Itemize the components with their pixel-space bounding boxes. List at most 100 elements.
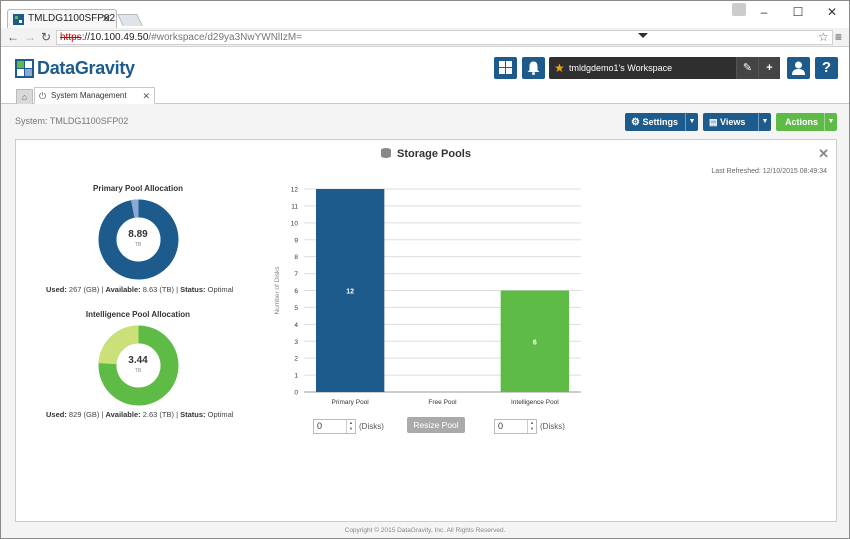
bar-primary-pool[interactable] [316,189,385,392]
user-profile-button[interactable] [787,57,810,79]
panel-title: Storage Pools [16,148,836,160]
resize-pool-button[interactable]: Resize Pool [407,417,465,433]
bookmark-star-icon[interactable]: ☆ [818,30,829,44]
primary-pool-donut [98,199,179,280]
browser-user-icon[interactable] [732,3,746,16]
home-tab[interactable]: ⌂ [16,89,33,104]
browser-tab[interactable]: TMLDG1100SFP02 - | ✕ [7,9,117,42]
storage-pools-panel: Storage Pools ✕ Last Refreshed: 12/10/20… [15,139,837,522]
primary-pool-value: 8.89 [128,229,148,240]
gear-icon: ⚙ [631,117,640,128]
browser-tabstrip: TMLDG1100SFP02 - | ✕ – ☐ ✕ [1,1,849,42]
edit-workspace-pencil-icon[interactable]: ✎ [736,57,758,79]
y-tick-label: 3 [294,339,298,346]
footer-copyright: Copyright © 2015 DataGravity, Inc. All R… [344,527,506,534]
forward-arrow-icon[interactable]: → [24,30,36,44]
settings-label: Settings [642,117,678,127]
y-tick-label: 6 [294,288,298,295]
available-label: Available: [105,410,141,419]
url-scheme: https [60,32,82,43]
chart-icon: ▤ [709,117,718,127]
intelligence-used-slice [98,325,179,406]
y-tick-label: 10 [291,220,299,227]
minimize-button[interactable]: – [760,5,768,19]
dashboard-grid-button[interactable] [494,57,517,79]
new-tab-button[interactable] [117,14,143,26]
y-axis-label: Number of Disks [274,266,281,315]
intelligence-disks-spinner[interactable]: 0 ▲ ▼ [494,419,537,434]
panel-title-text: Storage Pools [397,148,471,160]
spinner-arrows-icon[interactable]: ▲ ▼ [527,420,536,433]
intelligence-disks-unit: (Disks) [540,422,565,431]
close-panel-icon[interactable]: ✕ [818,146,829,161]
status-label: Status: [180,410,206,419]
datagravity-logo[interactable]: DataGravity [15,58,135,79]
workspace-caret [638,33,648,38]
add-workspace-plus-icon[interactable]: + [758,57,780,79]
x-tick-label: Intelligence Pool [511,399,559,406]
workspace-selector[interactable]: ★ tmldgdemo1's Workspace ✎ + [549,57,780,79]
x-tick-label: Free Pool [428,399,457,406]
notifications-button[interactable] [522,57,545,79]
primary-used-slice [98,199,179,280]
power-icon: ⏻ [39,91,47,101]
status-label: Status: [180,285,206,294]
bar-intelligence-pool[interactable] [500,290,569,393]
help-question-icon[interactable]: ? [815,57,838,79]
available-value: 8.63 (TB) | [140,285,181,294]
chevron-down-icon: ▼ [824,113,837,131]
primary-donut-hole [116,217,161,262]
y-tick-label: 0 [294,390,298,397]
window-controls: – ☐ ✕ [747,1,849,23]
views-label: Views [720,117,746,127]
primary-pool-title: Primary Pool Allocation [93,184,183,193]
back-arrow-icon[interactable]: ← [7,30,19,44]
reload-icon[interactable]: ↻ [41,30,52,44]
y-tick-label: 5 [294,305,298,312]
chevron-down-icon: ▼ [685,113,698,131]
y-tick-label: 2 [294,356,298,363]
primary-pool-stats: Used: 267 (GB) | Available: 8.63 (TB) | … [46,285,233,294]
address-bar[interactable]: https://10.100.49.50/#workspace/d29ya3Nw… [56,30,833,45]
close-tab-icon[interactable]: ✕ [101,13,111,25]
actions-button[interactable]: Actions ▼ [776,113,837,131]
y-tick-label: 7 [294,271,298,278]
browser-menu-icon[interactable]: ≡ [835,30,843,44]
x-tick-label: Primary Pool [332,399,370,406]
main-content: System: TMLDG1100SFP02 ⚙ Settings ▼ ▤ Vi… [1,104,849,538]
available-label: Available: [105,285,141,294]
y-tick-label: 11 [291,203,298,210]
available-value: 2.63 (TB) | [140,410,181,419]
spinner-arrows-icon[interactable]: ▲ ▼ [346,420,355,433]
intelligence-pool-title: Intelligence Pool Allocation [85,310,191,319]
y-tick-label: 12 [291,187,299,194]
maximize-button[interactable]: ☐ [792,5,804,19]
intelligence-pool-donut [98,325,179,406]
intelligence-pool-stats: Used: 829 (GB) | Available: 2.63 (TB) | … [46,410,233,419]
last-refreshed: Last Refreshed: 12/10/2015 08:49:34 [711,168,827,175]
settings-button[interactable]: ⚙ Settings ▼ [625,113,698,131]
close-tab-icon[interactable]: ✕ [142,91,150,101]
close-window-button[interactable]: ✕ [826,5,838,19]
workspace-name: tmldgdemo1's Workspace [569,63,673,73]
database-icon [381,148,392,158]
y-tick-label: 8 [294,254,298,261]
url-path: /#workspace/d29ya3NwYWNlIzM= [148,32,303,43]
app-header: DataGravity ★ tmldgdemo1's Workspace ✎ + [1,47,849,87]
used-value: 829 (GB) | [66,410,106,419]
y-tick-label: 1 [294,373,298,380]
status-value: Optimal [205,285,234,294]
home-icon: ⌂ [21,92,28,102]
user-icon [792,61,805,75]
app-tab-bar: ⌂ ⏻ System Management ✕ [1,87,849,104]
tab-system-management[interactable]: ⏻ System Management ✕ [34,87,155,104]
tab-label: System Management [51,91,127,100]
bell-icon [527,61,540,75]
intelligence-disks-value: 0 [498,421,504,431]
views-button[interactable]: ▤ Views ▼ [703,113,771,131]
bar-data-label: 6 [533,339,537,346]
grid-icon [499,61,512,74]
logo-mark-icon [15,59,34,78]
primary-disks-spinner[interactable]: 0 ▲ ▼ [313,419,356,434]
